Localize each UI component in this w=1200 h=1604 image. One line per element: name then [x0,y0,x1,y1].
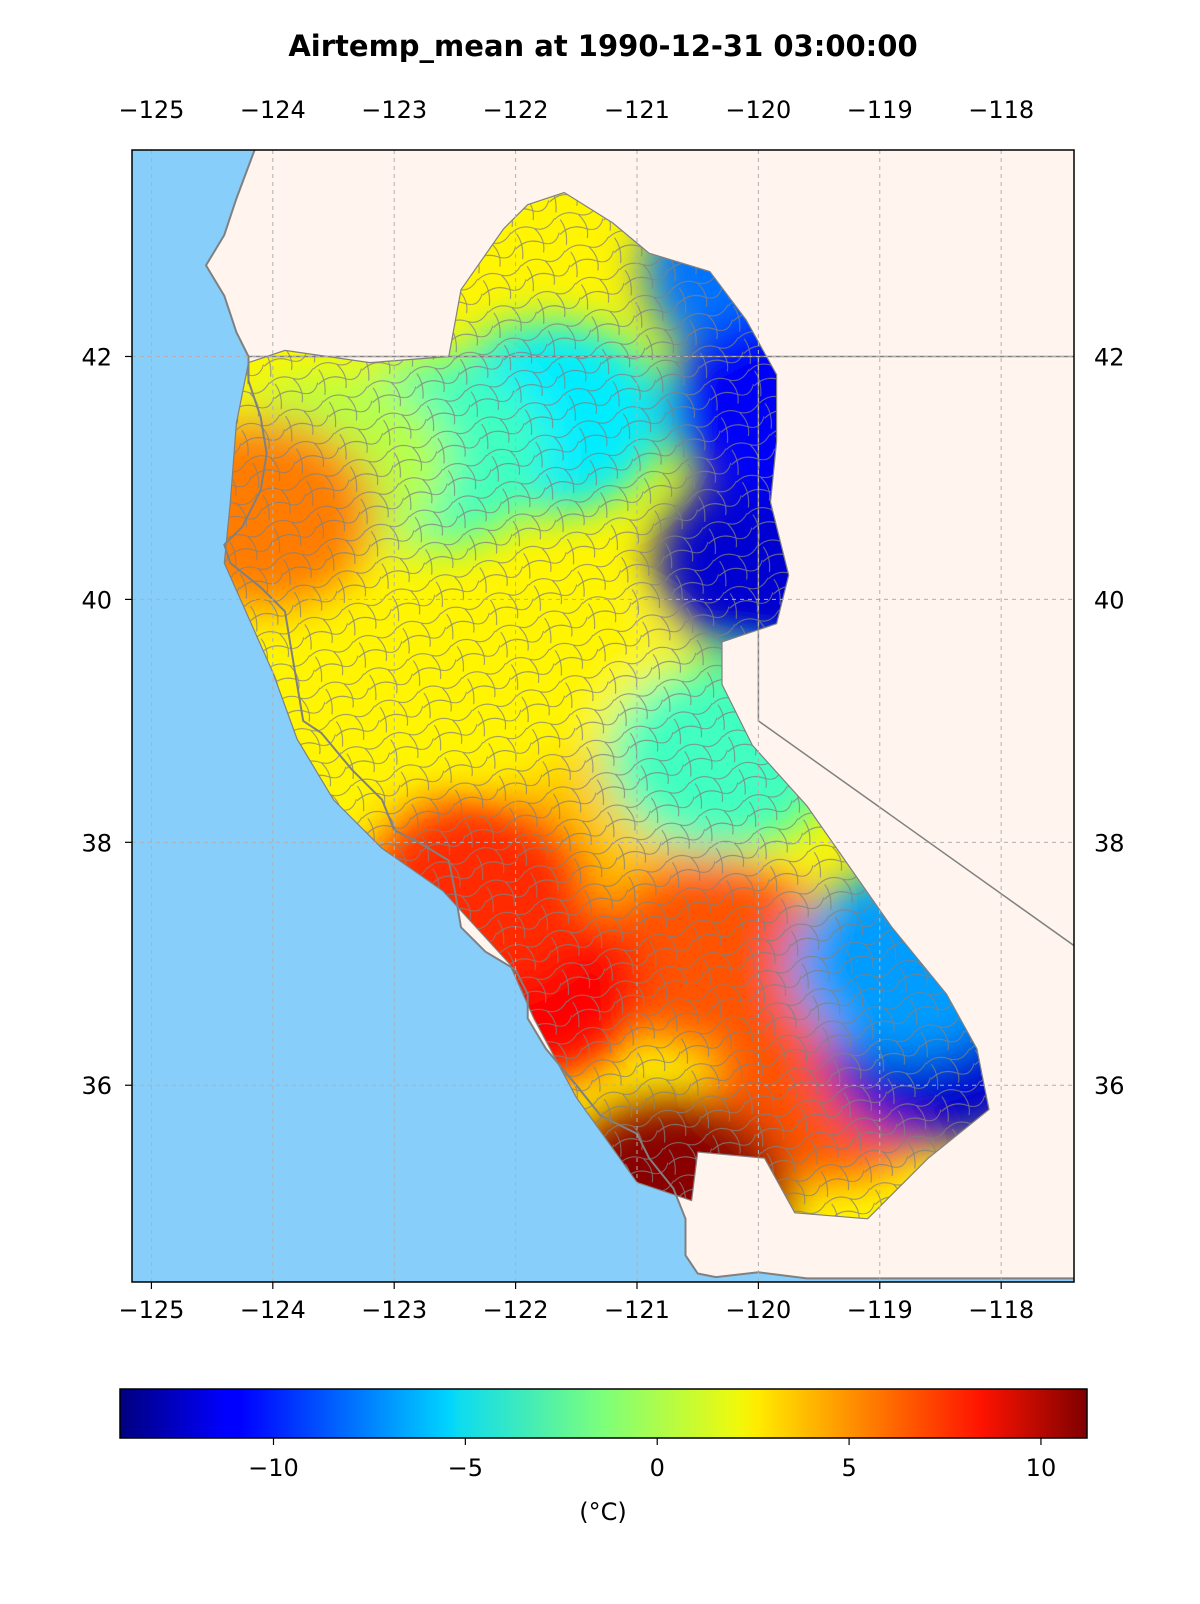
lat-tick-label: 38 [81,829,112,857]
lat-tick-label: 38 [1094,829,1125,857]
lon-tick-label: −122 [483,96,549,124]
lat-tick-label: 36 [1094,1072,1125,1100]
lon-tick-label: −124 [240,1296,306,1324]
lon-tick-label: −123 [361,1296,427,1324]
colorbar-label: (°C) [579,1498,626,1526]
lat-tick-label: 36 [81,1072,112,1100]
lon-tick-label: −119 [847,1296,913,1324]
map-axes: −125 −124 −123 −122 −121 −120 −119 −118 −125 −12… [81,96,1124,1324]
lon-tick-label: −118 [968,1296,1034,1324]
lon-tick-label: −122 [483,1296,549,1324]
lon-tick-label: −123 [361,96,427,124]
basin-outline [223,191,990,1220]
gridlines [132,150,1074,1282]
colorbar-tick-label: 5 [841,1454,856,1482]
lat-tick-label: 40 [1094,586,1125,614]
coastline [204,150,1074,1280]
map-title: Airtemp_mean at 1990-12-31 03:00:00 [288,29,917,63]
lon-ticks-bottom: −125 −124 −123 −122 −121 −120 −119 −118 [118,1282,1034,1324]
lon-tick-label: −118 [968,96,1034,124]
lon-ticks-top: −125 −124 −123 −122 −121 −120 −119 −118 [118,96,1034,124]
lon-tick-label: −121 [604,1296,670,1324]
colorbar-tick-label: −5 [448,1454,483,1482]
lat-tick-label: 40 [81,586,112,614]
colorbar-tick-label: 10 [1026,1454,1057,1482]
lat-tick-label: 42 [1094,343,1125,371]
colorbar-gradient [119,1388,1088,1439]
lon-tick-label: −120 [725,96,791,124]
lat-tick-label: 42 [81,343,112,371]
lon-tick-label: −120 [725,1296,791,1324]
lon-tick-label: −125 [118,1296,184,1324]
colorbar-tick-label: −10 [248,1454,299,1482]
colorbar-tick-label: 0 [650,1454,665,1482]
lon-tick-label: −124 [240,96,306,124]
lon-tick-label: −125 [118,96,184,124]
lon-tick-label: −121 [604,96,670,124]
map-frame [131,149,1075,1283]
colorbar-ticks: −10 −5 0 5 10 [248,1438,1056,1482]
lon-tick-label: −119 [847,96,913,124]
colorbar: −10 −5 0 5 10 (°C) [119,1388,1088,1526]
lat-ticks-left: 36 38 40 42 [81,343,132,1100]
lat-ticks-right: 36 38 40 42 [1094,343,1125,1100]
